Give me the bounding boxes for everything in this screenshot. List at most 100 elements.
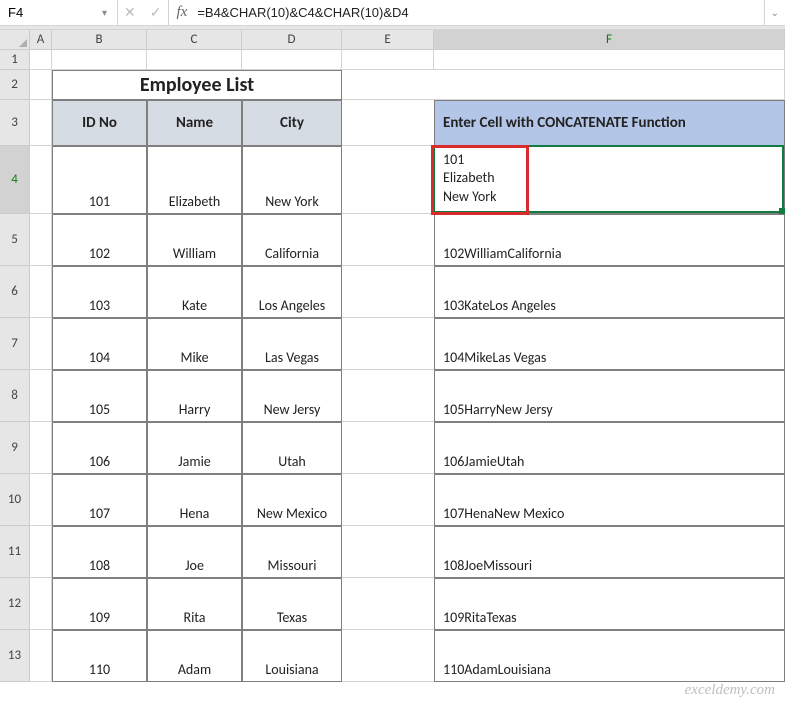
cell-concat-7[interactable]: 104MikeLas Vegas: [434, 318, 785, 370]
cell-E7[interactable]: [342, 318, 434, 370]
cell-E8[interactable]: [342, 370, 434, 422]
row-header-12[interactable]: 12: [0, 578, 30, 630]
cell-B1[interactable]: [52, 50, 147, 70]
cell-concat-11[interactable]: 108JoeMissouri: [434, 526, 785, 578]
cell-A11[interactable]: [30, 526, 52, 578]
fx-icon[interactable]: fx: [169, 4, 196, 21]
cell-name-10[interactable]: Hena: [147, 474, 242, 526]
cell-C1[interactable]: [147, 50, 242, 70]
cell-city-5[interactable]: California: [242, 214, 342, 266]
row-header-7[interactable]: 7: [0, 318, 30, 370]
cell-D1[interactable]: [242, 50, 342, 70]
select-all-corner[interactable]: [0, 30, 30, 50]
cell-name-6[interactable]: Kate: [147, 266, 242, 318]
cell-city-4[interactable]: New York: [242, 146, 342, 214]
cell-id-8[interactable]: 105: [52, 370, 147, 422]
cell-name-12[interactable]: Rita: [147, 578, 242, 630]
cell-id-7[interactable]: 104: [52, 318, 147, 370]
row-header-10[interactable]: 10: [0, 474, 30, 526]
cell-F1[interactable]: [434, 50, 785, 70]
cell-concat-4[interactable]: 101 Elizabeth New York: [434, 146, 785, 214]
cell-name-11[interactable]: Joe: [147, 526, 242, 578]
cell-city-11[interactable]: Missouri: [242, 526, 342, 578]
row-header-1[interactable]: 1: [0, 50, 30, 70]
cell-name-7[interactable]: Mike: [147, 318, 242, 370]
cell-city-8[interactable]: New Jersy: [242, 370, 342, 422]
cell-id-6[interactable]: 103: [52, 266, 147, 318]
cell-id-9[interactable]: 106: [52, 422, 147, 474]
cell-E10[interactable]: [342, 474, 434, 526]
cell-city-10[interactable]: New Mexico: [242, 474, 342, 526]
cell-E1[interactable]: [342, 50, 434, 70]
name-box[interactable]: [8, 5, 96, 20]
cell-city-7[interactable]: Las Vegas: [242, 318, 342, 370]
cell-E4[interactable]: [342, 146, 434, 214]
row-header-5[interactable]: 5: [0, 214, 30, 266]
cell-E6[interactable]: [342, 266, 434, 318]
cell-id-11[interactable]: 108: [52, 526, 147, 578]
cell-name-4[interactable]: Elizabeth: [147, 146, 242, 214]
cell-A13[interactable]: [30, 630, 52, 682]
row-header-4[interactable]: 4: [0, 146, 30, 214]
cell-concat-12[interactable]: 109RitaTexas: [434, 578, 785, 630]
header-concat[interactable]: Enter Cell with CONCATENATE Function: [434, 100, 785, 146]
cell-name-9[interactable]: Jamie: [147, 422, 242, 474]
col-header-f[interactable]: F: [434, 30, 785, 50]
cell-E2[interactable]: [342, 70, 434, 100]
cell-name-5[interactable]: William: [147, 214, 242, 266]
cell-id-12[interactable]: 109: [52, 578, 147, 630]
cell-city-9[interactable]: Utah: [242, 422, 342, 474]
cancel-icon[interactable]: ✕: [124, 4, 136, 21]
cell-A9[interactable]: [30, 422, 52, 474]
name-box-dropdown-icon[interactable]: ▾: [96, 6, 113, 19]
cell-E13[interactable]: [342, 630, 434, 682]
cell-E9[interactable]: [342, 422, 434, 474]
cell-city-6[interactable]: Los Angeles: [242, 266, 342, 318]
cell-id-5[interactable]: 102: [52, 214, 147, 266]
row-header-3[interactable]: 3: [0, 100, 30, 146]
cell-F2[interactable]: [434, 70, 785, 100]
cell-A6[interactable]: [30, 266, 52, 318]
cell-A7[interactable]: [30, 318, 52, 370]
header-city[interactable]: City: [242, 100, 342, 146]
row-header-11[interactable]: 11: [0, 526, 30, 578]
enter-icon[interactable]: ✓: [150, 4, 162, 21]
cell-A12[interactable]: [30, 578, 52, 630]
cell-name-8[interactable]: Harry: [147, 370, 242, 422]
cell-A10[interactable]: [30, 474, 52, 526]
cell-A1[interactable]: [30, 50, 52, 70]
col-header-e[interactable]: E: [342, 30, 434, 50]
cell-E12[interactable]: [342, 578, 434, 630]
col-header-d[interactable]: D: [242, 30, 342, 50]
cell-id-13[interactable]: 110: [52, 630, 147, 682]
table-title[interactable]: Employee List: [52, 70, 342, 100]
cell-concat-5[interactable]: 102WilliamCalifornia: [434, 214, 785, 266]
cell-A3[interactable]: [30, 100, 52, 146]
cell-concat-8[interactable]: 105HarryNew Jersy: [434, 370, 785, 422]
cell-A2[interactable]: [30, 70, 52, 100]
formula-input[interactable]: [195, 5, 763, 20]
row-header-6[interactable]: 6: [0, 266, 30, 318]
cell-A5[interactable]: [30, 214, 52, 266]
cell-city-12[interactable]: Texas: [242, 578, 342, 630]
col-header-c[interactable]: C: [147, 30, 242, 50]
row-header-9[interactable]: 9: [0, 422, 30, 474]
cell-concat-6[interactable]: 103KateLos Angeles: [434, 266, 785, 318]
col-header-a[interactable]: A: [30, 30, 52, 50]
cell-E5[interactable]: [342, 214, 434, 266]
expand-formula-bar-icon[interactable]: ⌄: [764, 0, 785, 25]
cell-concat-13[interactable]: 110AdamLouisiana: [434, 630, 785, 682]
cell-concat-9[interactable]: 106JamieUtah: [434, 422, 785, 474]
cell-name-13[interactable]: Adam: [147, 630, 242, 682]
cell-A8[interactable]: [30, 370, 52, 422]
col-header-b[interactable]: B: [52, 30, 147, 50]
row-header-13[interactable]: 13: [0, 630, 30, 682]
cell-id-10[interactable]: 107: [52, 474, 147, 526]
cell-E3[interactable]: [342, 100, 434, 146]
cell-E11[interactable]: [342, 526, 434, 578]
row-header-2[interactable]: 2: [0, 70, 30, 100]
header-id[interactable]: ID No: [52, 100, 147, 146]
row-header-8[interactable]: 8: [0, 370, 30, 422]
cell-concat-10[interactable]: 107HenaNew Mexico: [434, 474, 785, 526]
header-name[interactable]: Name: [147, 100, 242, 146]
